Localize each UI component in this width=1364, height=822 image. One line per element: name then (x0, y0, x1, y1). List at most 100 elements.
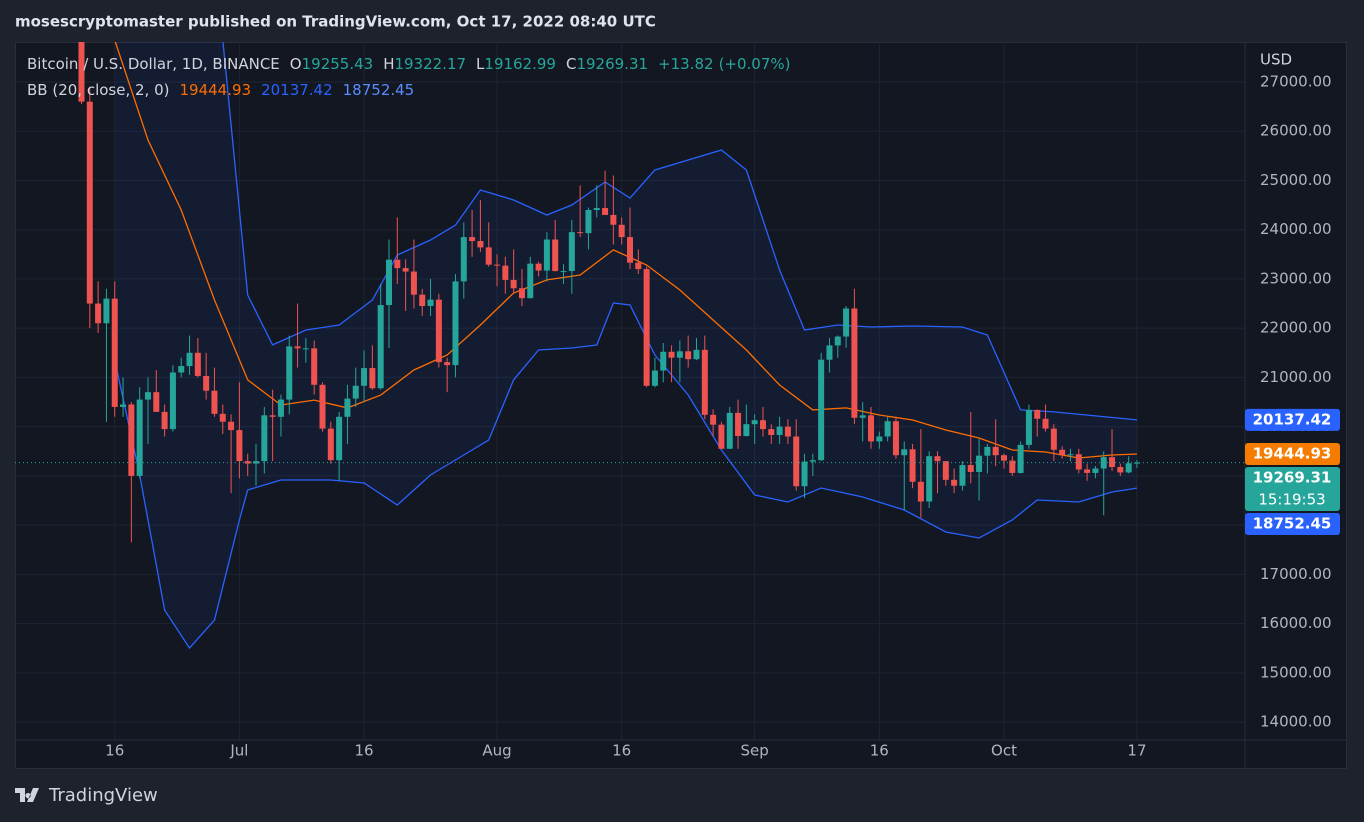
x-tick-label: 16 (612, 742, 631, 760)
candle-body (352, 385, 359, 399)
candle-body (361, 368, 368, 386)
candle-body (1109, 457, 1116, 468)
candle-body (876, 436, 883, 442)
candle-body (485, 247, 492, 265)
candle-body (419, 294, 426, 307)
candle-body (668, 351, 675, 358)
candle-body (826, 345, 833, 360)
price-tag-label: 18752.45 (1253, 514, 1332, 532)
price-tag-label: 19444.93 (1253, 444, 1332, 462)
footer-brand: TradingView (48, 785, 158, 806)
bb-upper-value: 20137.42 (261, 81, 333, 99)
candle-body (1034, 409, 1041, 419)
ohlc-value: 19322.17 (394, 55, 466, 73)
candle-body (294, 346, 301, 349)
indicator-label: BB (20, close, 2, 0) (27, 81, 169, 99)
candle-body (178, 366, 185, 373)
ohlc-label: C (566, 55, 576, 73)
y-tick-label: 17000.00 (1260, 565, 1332, 583)
x-tick-label: Oct (991, 742, 1017, 760)
candle-body (120, 404, 127, 407)
price-tag-label: 20137.42 (1253, 410, 1332, 428)
y-tick-label: 25000.00 (1260, 171, 1332, 189)
candle-body (809, 460, 816, 462)
candle-body (427, 299, 434, 307)
candle-body (111, 298, 118, 407)
y-tick-label: 16000.00 (1260, 614, 1332, 632)
x-tick-label: 17 (1127, 742, 1146, 760)
candle-body (153, 392, 160, 412)
candle-body (1050, 428, 1057, 450)
plot-area (15, 42, 1245, 650)
candle-body (992, 446, 999, 456)
y-tick-label: 23000.00 (1260, 269, 1332, 287)
candle-body (585, 210, 592, 234)
candle-body (851, 308, 858, 418)
candle-body (726, 412, 733, 449)
candle-body (718, 424, 725, 449)
candle-body (286, 346, 293, 400)
y-tick-label: 15000.00 (1260, 663, 1332, 681)
candle-body (685, 351, 692, 360)
candle-body (211, 390, 218, 414)
candle-body (784, 426, 791, 437)
candle-body (136, 399, 143, 476)
candle-body (693, 349, 700, 360)
candle-body (377, 305, 384, 389)
candle-body (543, 239, 550, 271)
candle-body (934, 456, 941, 462)
bb-lower-line (114, 302, 1138, 650)
candle-body (593, 208, 600, 211)
candle-body (627, 237, 633, 263)
candle-body (801, 461, 808, 487)
candle-body (1059, 449, 1066, 456)
candle-body (818, 359, 825, 461)
candle-body (1133, 462, 1140, 464)
ohlc-value: 19162.99 (484, 55, 556, 73)
candle-body (909, 449, 916, 482)
candle-body (1042, 418, 1049, 429)
x-tick-label: 16 (355, 742, 374, 760)
bb-lower-value: 18752.45 (343, 81, 415, 99)
candle-body (194, 352, 201, 376)
candle-body (1084, 469, 1091, 473)
change-value: +13.82 (658, 55, 714, 73)
candle-body (610, 214, 617, 225)
candle-body (369, 368, 376, 389)
candle-body (884, 421, 891, 437)
price-tag (1245, 466, 1340, 511)
candle-body (751, 420, 758, 425)
candle-body (410, 271, 417, 295)
grid (15, 42, 1245, 740)
candle-body (336, 416, 343, 461)
candle-body (169, 372, 176, 430)
countdown-label: 15:19:53 (1258, 490, 1325, 508)
candle-body (444, 362, 451, 366)
x-tick-label: Aug (482, 742, 511, 760)
candle-body (1009, 460, 1016, 473)
legend-symbol-line: Bitcoin / U.S. Dollar, 1D, BINANCE O19255… (27, 55, 791, 73)
candle-body (311, 348, 318, 385)
candle-body (435, 299, 442, 363)
candle-body (959, 465, 966, 486)
candle-body (759, 420, 766, 430)
x-tick-label: 16 (870, 742, 889, 760)
candle-body (768, 429, 775, 436)
candle-body (577, 232, 584, 234)
candle-body (452, 281, 459, 366)
candle-body (1125, 463, 1132, 473)
candle-body (776, 426, 783, 436)
price-axis-unit: USD (1260, 51, 1292, 69)
candle-body (701, 349, 708, 415)
candle-body (203, 375, 210, 391)
bb-upper-line (222, 42, 1138, 421)
ohlc-label: O (290, 55, 302, 73)
candle-body (710, 414, 717, 425)
candle-body (86, 101, 93, 304)
symbol-name: Bitcoin / U.S. Dollar, 1D, BINANCE (27, 55, 280, 73)
y-tick-label: 27000.00 (1260, 72, 1332, 90)
bb-basis-value: 19444.93 (179, 81, 251, 99)
candle-body (602, 208, 609, 215)
